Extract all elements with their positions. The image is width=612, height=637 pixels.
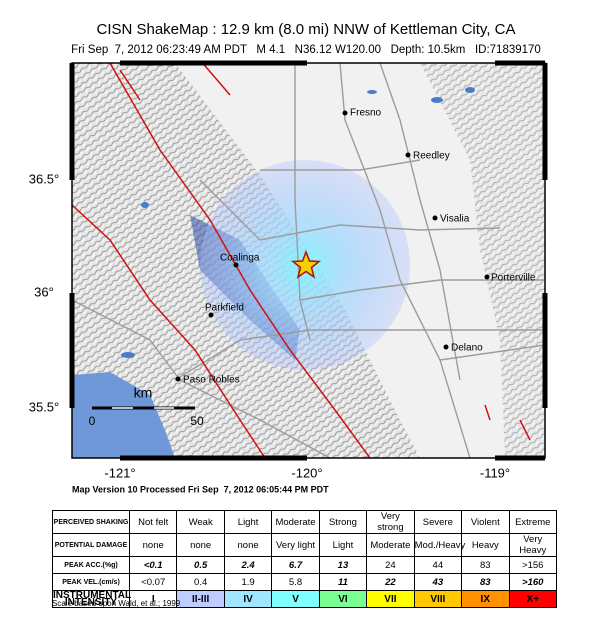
table-cell: 44 <box>413 556 463 574</box>
table-cell: none <box>128 533 178 557</box>
table-cell: 2.4 <box>223 556 273 574</box>
table-cell: 83 <box>461 573 510 591</box>
row-header: POTENTIAL DAMAGE <box>52 533 130 557</box>
table-cell: IV <box>223 590 273 608</box>
table-cell: >156 <box>508 556 557 574</box>
table-cell: Not felt <box>128 510 178 534</box>
shakemap: CISN ShakeMap : 12.9 km (8.0 mi) NNW of … <box>29 21 548 494</box>
table-cell: Severe <box>413 510 463 534</box>
sierra-foothills <box>420 63 545 458</box>
scale-bar: km 0 50 <box>89 385 204 428</box>
table-cell: Violent <box>461 510 510 534</box>
table-cell: I <box>128 590 178 608</box>
table-cell: Mod./Heavy <box>413 533 465 557</box>
row-header: PERCEIVED SHAKING <box>52 510 130 534</box>
table-cell: none <box>223 533 273 557</box>
row-header: INSTRUMENTAL INTENSITY <box>52 590 132 608</box>
city-dot <box>484 274 490 280</box>
city-label: Fresno <box>350 108 382 119</box>
table-row: INSTRUMENTAL INTENSITY I II-III IV V VI VII VII… <box>52 590 557 608</box>
table-cell: 0.4 <box>176 573 225 591</box>
city-dot <box>175 376 181 382</box>
epicenter <box>290 249 322 279</box>
table-cell: Very Heavy <box>508 533 557 557</box>
lat-label: 36° <box>34 284 54 299</box>
city-dot <box>432 215 438 221</box>
table-cell: X+ <box>508 590 557 608</box>
scale-start: 0 <box>89 414 96 428</box>
table-cell: Strong <box>318 510 368 534</box>
city-label: Parkfield <box>205 303 244 314</box>
subtitle: Fri Sep 7, 2012 06:23:49 AM PDT M 4.1 N3… <box>71 44 541 56</box>
table-cell: Moderate <box>366 533 415 557</box>
table-row: POTENTIAL DAMAGE none none none Very light Li… <box>52 533 557 557</box>
table-row: PEAK VEL.(cm/s) <0.07 0.4 1.9 5.8 11 22 43 83 >16… <box>52 573 557 591</box>
table-cell: 1.9 <box>223 573 273 591</box>
table-cell: >160 <box>508 573 557 591</box>
city-label: Delano <box>451 343 483 354</box>
city-label: Reedley <box>413 151 450 162</box>
graticule-labels: 36.5° 36° 35.5° -121° -120° -119° <box>29 171 510 480</box>
table-cell: V <box>271 590 320 608</box>
city-label: Porterville <box>491 273 536 284</box>
city-dot <box>405 152 411 158</box>
table-cell: 22 <box>366 573 415 591</box>
table-cell: <0.1 <box>128 556 178 574</box>
table-cell: Extreme <box>508 510 557 534</box>
table-cell: 0.5 <box>176 556 225 574</box>
cities: Fresno Reedley Visalia Coalinga Portervi… <box>175 108 536 386</box>
lon-label: -119° <box>480 465 510 480</box>
table-cell: Weak <box>176 510 225 534</box>
ocean <box>72 372 175 458</box>
title: CISN ShakeMap : 12.9 km (8.0 mi) NNW of … <box>96 21 515 38</box>
city-dot <box>233 262 239 268</box>
lon-label: -120° <box>291 465 322 480</box>
table-cell: VIII <box>413 590 463 608</box>
table-cell: 13 <box>318 556 368 574</box>
table-cell: Light <box>318 533 368 557</box>
map-body: Fresno Reedley Visalia Coalinga Portervi… <box>72 63 545 458</box>
table-cell: Moderate <box>271 510 320 534</box>
row-header: PEAK VEL.(cm/s) <box>52 573 130 591</box>
city-dot <box>443 344 449 350</box>
table-cell: 5.8 <box>271 573 320 591</box>
lakes <box>121 87 475 358</box>
scale-end: 50 <box>190 414 204 428</box>
table-cell: 11 <box>318 573 368 591</box>
map-version: Map Version 10 Processed Fri Sep 7, 2012… <box>72 484 329 494</box>
table-cell: Heavy <box>461 533 510 557</box>
table-cell: 6.7 <box>271 556 320 574</box>
table-cell: IX <box>461 590 510 608</box>
table-cell: none <box>176 533 225 557</box>
table-cell: II-III <box>176 590 225 608</box>
table-row: PERCEIVED SHAKING Not felt Weak Light Modera… <box>52 510 557 534</box>
row-header: PEAK ACC.(%g) <box>52 556 130 574</box>
table-cell: 43 <box>413 573 463 591</box>
roads <box>72 63 545 458</box>
lat-label: 36.5° <box>29 171 60 186</box>
city-label: Paso Robles <box>183 375 240 386</box>
lat-label: 35.5° <box>29 399 60 414</box>
table-cell: 24 <box>366 556 415 574</box>
city-dot <box>342 110 348 116</box>
table-row: PEAK ACC.(%g) <0.1 0.5 2.4 6.7 13 24 44 83 >156 <box>52 556 557 574</box>
table-cell: <0.07 <box>128 573 178 591</box>
table-cell: VI <box>318 590 368 608</box>
lon-label: -121° <box>104 465 135 480</box>
faults <box>72 63 531 458</box>
scale-unit: km <box>134 385 153 401</box>
table-cell: Very strong <box>366 510 415 534</box>
intensity-scale-table: PERCEIVED SHAKING Not felt Weak Light Modera… <box>52 510 557 608</box>
table-cell: Light <box>223 510 273 534</box>
city-label: Coalinga <box>220 253 260 264</box>
table-cell: Very light <box>271 533 320 557</box>
city-dot <box>208 312 214 318</box>
city-label: Visalia <box>440 214 470 225</box>
table-cell: VII <box>366 590 415 608</box>
table-cell: 83 <box>461 556 510 574</box>
credit: Scale based upon Wald, et al.; 1999 <box>52 599 181 608</box>
map-frame <box>69 60 548 461</box>
